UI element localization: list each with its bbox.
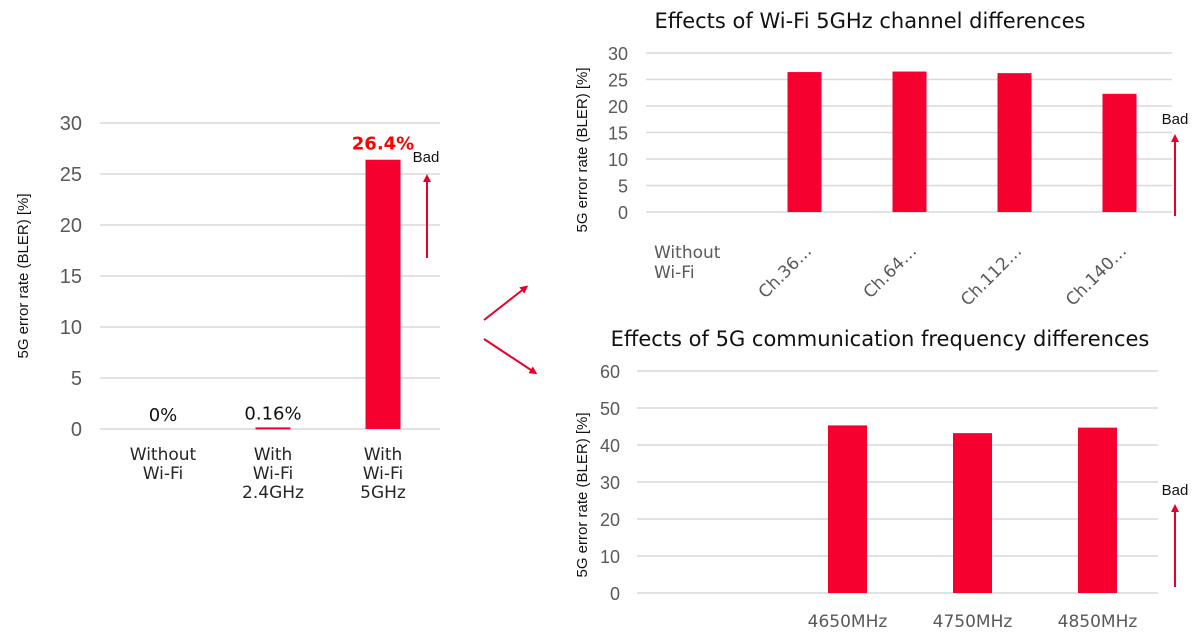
y-tick-label: 15 <box>60 266 82 288</box>
bar <box>365 159 401 429</box>
arrow-to-bottom-chart-icon <box>483 338 538 375</box>
y-tick-label: 20 <box>600 510 620 530</box>
bad-annotation: Bad <box>413 149 440 166</box>
bar <box>1102 93 1137 212</box>
y-tick-label: 10 <box>608 150 628 170</box>
y-tick-label: 60 <box>600 362 620 382</box>
data-label: 0% <box>149 405 178 426</box>
x-tick-label: 4750MHz <box>933 612 1013 632</box>
y-tick-label: 20 <box>60 215 82 237</box>
y-axis-label: 5G error rate (BLER) [%] <box>15 193 32 358</box>
x-tick-label: Ch.112… <box>957 241 1026 310</box>
y-tick-label: 10 <box>60 317 82 339</box>
x-tick-label: Ch.140… <box>1062 241 1131 310</box>
chart-title: Effects of Wi-Fi 5GHz channel difference… <box>654 9 1085 33</box>
y-tick-label: 15 <box>608 124 628 144</box>
x-tick-label: 4850MHz <box>1058 612 1138 632</box>
chart-2: Effects of Wi-Fi 5GHz channel difference… <box>574 9 1188 310</box>
y-tick-label: 0 <box>618 203 628 223</box>
x-tick-label: With Wi-Fi 2.4GHz <box>242 445 304 503</box>
y-tick-label: 5 <box>71 368 82 390</box>
x-tick-label: Without Wi-Fi <box>130 445 197 484</box>
data-label: 0.16% <box>244 403 301 424</box>
data-label: 26.4% <box>352 134 414 155</box>
y-tick-label: 25 <box>60 164 82 186</box>
bar <box>828 425 867 593</box>
bar <box>997 73 1032 212</box>
x-tick-label: Ch.36… <box>755 241 816 302</box>
chart-title: Effects of 5G communication frequency di… <box>611 327 1150 351</box>
x-tick-label: Ch.64… <box>860 241 921 302</box>
x-tick-label: Without Wi-Fi <box>654 243 721 283</box>
y-axis-label: 5G error rate (BLER) [%] <box>574 67 591 232</box>
x-tick-label: 4650MHz <box>808 612 888 632</box>
arrow-to-top-chart-icon <box>483 285 529 321</box>
y-axis-label: 5G error rate (BLER) [%] <box>574 412 591 577</box>
bar <box>255 427 291 430</box>
y-tick-label: 0 <box>71 419 82 441</box>
bar <box>953 433 992 593</box>
y-tick-label: 25 <box>608 71 628 91</box>
y-tick-label: 30 <box>600 473 620 493</box>
x-tick-label: With Wi-Fi 5GHz <box>360 445 406 503</box>
y-tick-label: 50 <box>600 399 620 419</box>
y-tick-label: 0 <box>610 584 620 604</box>
bar <box>1078 427 1117 593</box>
y-tick-label: 10 <box>600 547 620 567</box>
chart-1: 0 5 10 15 20 25 30 5G error rate (BLER) [%] 0% Wi… <box>15 113 440 503</box>
bar <box>787 72 822 212</box>
bad-annotation: Bad <box>1162 111 1189 128</box>
connector-arrows <box>483 285 538 375</box>
y-tick-label: 30 <box>608 44 628 64</box>
bad-annotation: Bad <box>1162 482 1189 499</box>
y-tick-label: 30 <box>60 113 82 135</box>
y-tick-label: 20 <box>608 97 628 117</box>
y-tick-label: 5 <box>618 177 628 197</box>
bar <box>892 71 927 212</box>
y-tick-label: 40 <box>600 436 620 456</box>
